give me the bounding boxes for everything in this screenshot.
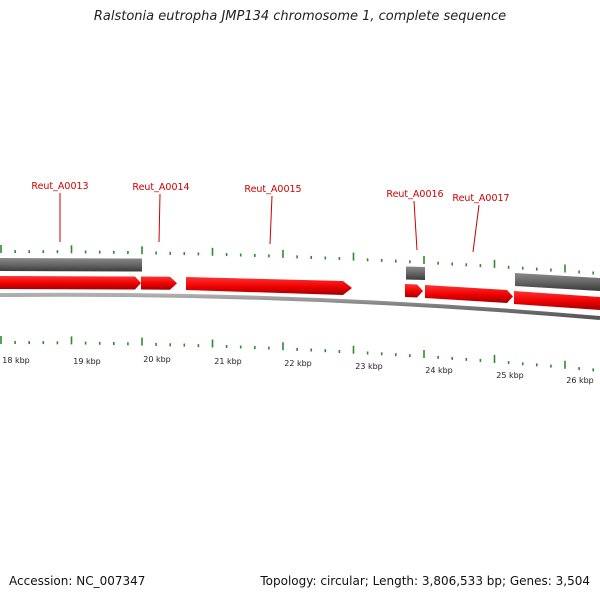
forward-gene-track: [0, 276, 600, 310]
scale-label: 21 kbp: [214, 357, 242, 366]
scale-label: 24 kbp: [425, 366, 453, 375]
leader-line-reut-a0014: [158, 193, 161, 243]
gray-gene-block: [406, 266, 425, 280]
scale-label: 26 kbp: [566, 376, 594, 385]
scale-labels: 18 kbp 19 kbp 20 kbp 21 kbp 22 kbp 23 kb…: [2, 355, 594, 385]
leader-line-reut-a0016: [413, 200, 418, 251]
scale-label: 23 kbp: [355, 362, 383, 371]
gene-labels: Reut_A0013 Reut_A0014 Reut_A0015 Reut_A0…: [31, 181, 509, 204]
gray-gene-block: [0, 258, 142, 272]
gene-label-reut-a0016[interactable]: Reut_A0016: [386, 189, 443, 200]
topology-stats-text: Topology: circular; Length: 3,806,533 bp…: [260, 574, 590, 588]
gene-label-leaders: [59, 193, 480, 253]
scale-label: 25 kbp: [496, 371, 524, 380]
leader-line-reut-a0015: [269, 195, 273, 245]
gene-label-reut-a0014[interactable]: Reut_A0014: [132, 182, 189, 193]
gene-label-reut-a0017[interactable]: Reut_A0017: [452, 193, 509, 204]
scale-label: 22 kbp: [284, 359, 312, 368]
page-title: Ralstonia eutropha JMP134 chromosome 1, …: [93, 9, 507, 24]
chromosome-backbone: [0, 292, 600, 320]
lower-tick-row: [0, 336, 595, 372]
accession-text: Accession: NC_007347: [9, 574, 146, 588]
gene-arrow-reut-a0014: [141, 276, 177, 290]
gene-arrow-reut-a0013: [0, 276, 141, 290]
gene-label-reut-a0013[interactable]: Reut_A0013: [31, 181, 88, 192]
gene-arrow-reut-a0015: [186, 277, 352, 295]
scale-label: 18 kbp: [2, 356, 30, 365]
gene-arrow-reut-a0017: [425, 285, 513, 303]
leader-line-reut-a0017: [472, 204, 480, 253]
scale-label: 20 kbp: [143, 355, 171, 364]
upper-tick-row: [0, 245, 595, 275]
gene-label-reut-a0015[interactable]: Reut_A0015: [244, 184, 301, 195]
gene-arrow-reut-a0016: [405, 284, 423, 298]
gray-gene-block: [515, 273, 600, 291]
scale-label: 19 kbp: [73, 357, 101, 366]
gene-arrow-right-edge: [514, 291, 600, 310]
gray-gene-track: [0, 258, 600, 291]
